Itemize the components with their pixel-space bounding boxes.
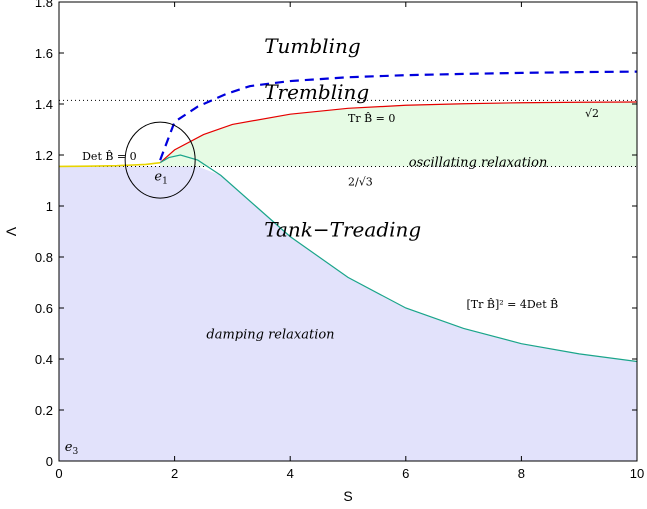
e3-label: e3 xyxy=(65,440,79,457)
tumbling-label: Tumbling xyxy=(264,34,360,58)
x-tick-label: 2 xyxy=(171,466,178,481)
y-tick-label: 1.2 xyxy=(35,148,53,163)
series-line-trace-zero xyxy=(159,101,638,164)
e1-subscript: 1 xyxy=(162,177,168,187)
det-zero-label: Det B̂ = 0 xyxy=(82,150,137,163)
e3-letter: e xyxy=(65,440,73,455)
y-tick-label: 0.2 xyxy=(35,403,53,418)
e1-label: e1 xyxy=(154,170,167,187)
y-tick-label: 0.4 xyxy=(35,352,53,367)
y-axis-label: Λ xyxy=(3,226,19,236)
tank-treading-label: Tank−Treading xyxy=(264,218,421,242)
y-tick-label: 0.6 xyxy=(35,301,53,316)
series-line-det-zero xyxy=(58,161,161,168)
e1-letter: e xyxy=(154,170,162,185)
x-axis-label: S xyxy=(343,488,352,504)
x-tick-label: 4 xyxy=(287,466,294,481)
oscillating-region xyxy=(160,101,637,167)
y-tick-label: 1 xyxy=(46,199,53,214)
x-tick-label: 8 xyxy=(518,466,525,481)
two-over-sqrt3-label: 2/√3 xyxy=(348,176,373,189)
y-tick-label: 1.4 xyxy=(35,97,53,112)
series-line-discriminant-zero xyxy=(159,154,638,363)
y-axis-ticks: 0 0.2 0.4 0.6 0.8 1 1.2 1.4 1.6 1.8 xyxy=(35,0,637,469)
tank-treading-region xyxy=(59,166,637,461)
sqrt2-label: √2 xyxy=(585,107,599,120)
series-lines xyxy=(58,70,638,363)
trembling-label: Trembling xyxy=(264,80,369,104)
series-line-tumbling-boundary xyxy=(159,70,638,161)
region-fills xyxy=(59,101,637,461)
y-tick-label: 0.8 xyxy=(35,250,53,265)
x-tick-label: 10 xyxy=(630,466,644,481)
y-tick-label: 1.8 xyxy=(35,0,53,10)
x-tick-label: 0 xyxy=(55,466,62,481)
e3-subscript: 3 xyxy=(72,447,78,457)
x-axis-ticks: 0 2 4 6 8 10 xyxy=(55,2,644,481)
y-tick-label: 1.6 xyxy=(35,46,53,61)
reference-lines xyxy=(59,99,637,168)
plot-frame xyxy=(58,1,638,462)
discriminant-label: [Tr B̂]² = 4Det B̂ xyxy=(466,298,558,311)
oscillating-relaxation-label: oscillating relaxation xyxy=(409,155,548,170)
x-tick-label: 6 xyxy=(402,466,409,481)
e1-highlight-circle xyxy=(124,121,196,199)
trace-zero-label: Tr B̂ = 0 xyxy=(348,112,395,125)
y-tick-label: 0 xyxy=(46,454,53,469)
damping-relaxation-label: damping relaxation xyxy=(206,328,334,343)
